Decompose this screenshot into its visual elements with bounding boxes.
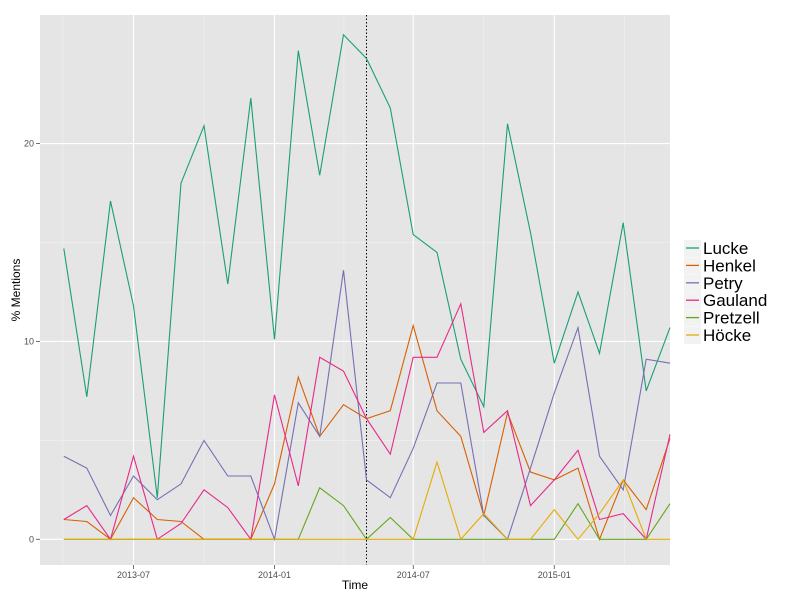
series-line-höcke: [63, 460, 670, 541]
legend-label: Henkel: [703, 256, 756, 275]
x-axis-title: Time: [342, 578, 369, 592]
y-axis-ticks: 0 10 20: [24, 139, 40, 544]
series-line-lucke: [63, 33, 671, 498]
legend-label: Lucke: [703, 239, 748, 258]
legend-background: [683, 239, 798, 345]
legend-label: Höcke: [703, 326, 751, 345]
legend-label: Petry: [703, 274, 743, 293]
legend-label: Pretzell: [703, 309, 760, 328]
grid: [40, 15, 670, 565]
y-axis-title: % Mentions: [9, 259, 23, 322]
series-lines: [63, 33, 671, 542]
y-tick-label: 0: [29, 534, 34, 544]
x-axis-ticks: 2013-07 2014-01 2014-07 2015-01: [117, 565, 571, 580]
x-tick-label: 2014-07: [397, 570, 430, 580]
y-tick-label: 10: [24, 336, 34, 346]
y-tick-label: 20: [24, 139, 34, 149]
x-tick-label: 2015-01: [538, 570, 571, 580]
legend-label: Gauland: [703, 291, 767, 310]
series-line-gauland: [63, 301, 671, 541]
series-line-petry: [63, 270, 671, 542]
x-tick-label: 2014-01: [258, 570, 291, 580]
x-tick-label: 2013-07: [117, 570, 150, 580]
plot-panel: [40, 15, 670, 565]
